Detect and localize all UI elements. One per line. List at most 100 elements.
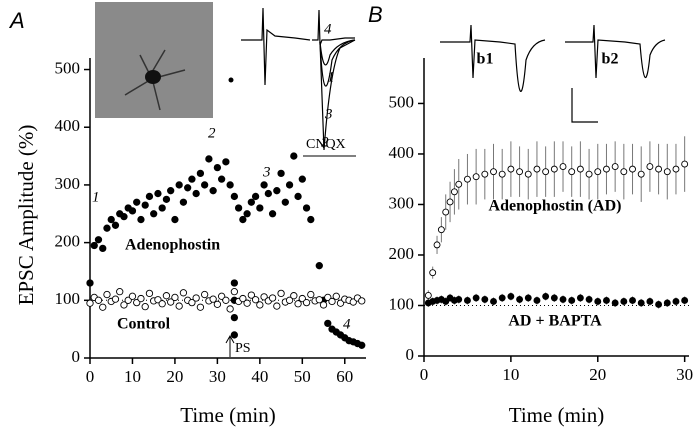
x-tick-label: 10 [124, 367, 141, 386]
point [86, 299, 94, 307]
point [672, 298, 680, 305]
y-tick-label: 0 [72, 347, 81, 366]
point [158, 204, 166, 212]
point [128, 292, 137, 300]
series-label: Adenophostin (AD) [489, 198, 622, 215]
point [285, 296, 294, 304]
point [158, 300, 166, 308]
series-label: Control [117, 316, 171, 333]
panel-label: A [8, 8, 25, 33]
point [516, 168, 524, 176]
point [533, 296, 541, 304]
point [290, 152, 298, 160]
point [171, 293, 179, 302]
point [196, 169, 205, 178]
point [481, 170, 489, 178]
trace-label: 3 [324, 106, 333, 122]
point [111, 221, 120, 229]
point [576, 165, 584, 173]
inset-photo [95, 2, 213, 118]
point [585, 170, 593, 178]
y-tick-label: 500 [55, 58, 81, 77]
point [498, 294, 506, 302]
cell-body [145, 70, 161, 84]
point [455, 295, 463, 303]
point [542, 168, 550, 176]
point [251, 296, 260, 304]
point [209, 295, 217, 303]
point [217, 175, 226, 183]
point [90, 241, 98, 250]
point [243, 210, 251, 218]
y-tick-label: 0 [406, 345, 415, 364]
traces-a [241, 7, 356, 151]
y-tick-label: 100 [55, 289, 81, 308]
series-label: AD + BAPTA [508, 313, 602, 330]
y-axis-title: EPSC Amplitude (%) [14, 125, 38, 306]
point [222, 296, 230, 304]
point [137, 294, 145, 303]
point [247, 198, 256, 206]
point [205, 155, 213, 163]
point [472, 173, 480, 181]
point [603, 165, 610, 173]
point [103, 224, 111, 232]
point [559, 295, 567, 303]
point [542, 292, 550, 300]
point [179, 289, 188, 297]
point [507, 165, 515, 173]
trace-label: b1 [477, 51, 494, 68]
trace-label: 4 [324, 21, 332, 37]
point [533, 165, 541, 173]
y-tick-label: 400 [55, 116, 81, 135]
point [133, 198, 141, 206]
point [226, 305, 234, 313]
y-tick-label: 500 [389, 92, 415, 111]
point [424, 291, 432, 299]
point [463, 175, 471, 183]
point [681, 296, 689, 304]
point [524, 294, 532, 302]
point [290, 292, 298, 300]
x-tick-label: 60 [336, 367, 353, 386]
point [516, 295, 524, 303]
point [99, 303, 107, 311]
y-tick-label: 200 [55, 232, 81, 251]
point [184, 184, 192, 192]
point [188, 298, 196, 307]
point [247, 291, 256, 299]
x-tick-label: 20 [589, 365, 606, 384]
point [629, 165, 636, 173]
y-tick-label: 200 [389, 244, 415, 263]
point [472, 294, 480, 302]
point [128, 207, 137, 215]
x-axis-title: Time (min) [509, 403, 604, 427]
point [260, 181, 268, 189]
point [273, 302, 281, 310]
point [230, 279, 239, 287]
point [442, 208, 450, 216]
point [268, 294, 277, 302]
point [490, 168, 497, 176]
point [179, 198, 188, 206]
point [603, 296, 610, 304]
point [594, 168, 602, 176]
cell-process [124, 49, 186, 111]
point [637, 299, 645, 307]
point [107, 215, 115, 224]
point [663, 299, 671, 307]
point [637, 170, 645, 178]
point [298, 175, 306, 183]
point [568, 296, 576, 304]
point [498, 170, 506, 178]
point [213, 163, 222, 172]
point [594, 298, 602, 305]
point [585, 295, 593, 303]
x-axis-title: Time (min) [180, 403, 275, 427]
point [328, 297, 336, 306]
point [611, 163, 619, 171]
trace-label: 1 [327, 69, 335, 85]
point [568, 168, 576, 176]
point [620, 298, 628, 305]
